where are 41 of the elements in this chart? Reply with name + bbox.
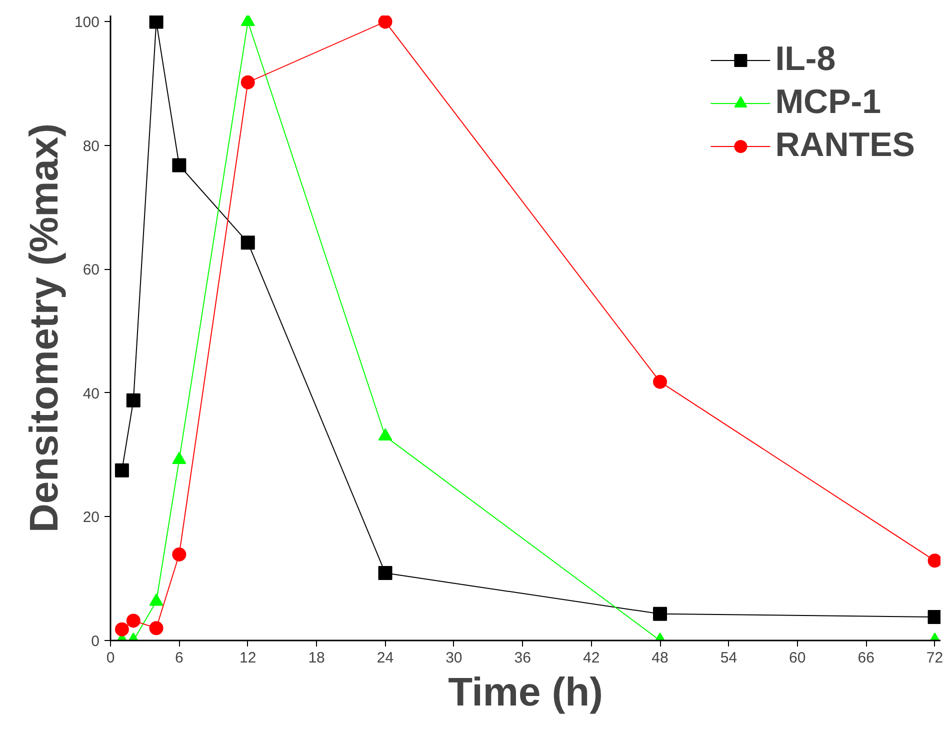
- point: [653, 606, 668, 621]
- x-tick-label: 12: [240, 650, 256, 666]
- legend-label: RANTES: [775, 126, 915, 165]
- point: [378, 566, 392, 580]
- x-tick-label: 36: [514, 650, 531, 666]
- y-tick-label: 80: [82, 138, 100, 155]
- y-tick-label: 0: [91, 633, 100, 650]
- x-tick-label: 0: [106, 650, 115, 666]
- point: [149, 16, 164, 29]
- legend-label: IL-8: [775, 40, 836, 79]
- y-tick-label: 100: [74, 14, 100, 32]
- point: [928, 610, 940, 624]
- point: [172, 158, 186, 172]
- x-tick-label: 54: [720, 650, 738, 666]
- x-tick-label: 30: [446, 650, 462, 666]
- x-tick-label: 18: [308, 650, 325, 666]
- point: [240, 236, 255, 250]
- legend-label: MCP-1: [775, 83, 881, 122]
- y-tick-label: 60: [82, 262, 100, 279]
- point: [126, 614, 140, 628]
- y-tick-label: 40: [82, 385, 100, 402]
- x-tick-label: 60: [789, 650, 806, 666]
- point: [240, 16, 255, 26]
- point: [928, 554, 940, 568]
- x-tick-label: 66: [858, 650, 874, 666]
- point: [149, 621, 164, 636]
- point: [126, 393, 140, 408]
- point: [378, 16, 392, 29]
- point: [172, 548, 186, 562]
- y-tick-label: 20: [82, 509, 100, 526]
- x-tick-label: 24: [376, 650, 394, 666]
- point: [114, 463, 129, 478]
- x-tick-label: 6: [175, 650, 184, 666]
- point: [114, 622, 129, 636]
- point: [653, 374, 668, 389]
- point: [240, 75, 255, 90]
- x-tick-label: 42: [582, 650, 600, 666]
- y-axis-title: Densitometry (%max): [22, 123, 66, 532]
- x-tick-label: 48: [652, 650, 668, 666]
- x-axis-title: Time (h): [448, 670, 603, 714]
- x-tick-label: 72: [926, 650, 944, 666]
